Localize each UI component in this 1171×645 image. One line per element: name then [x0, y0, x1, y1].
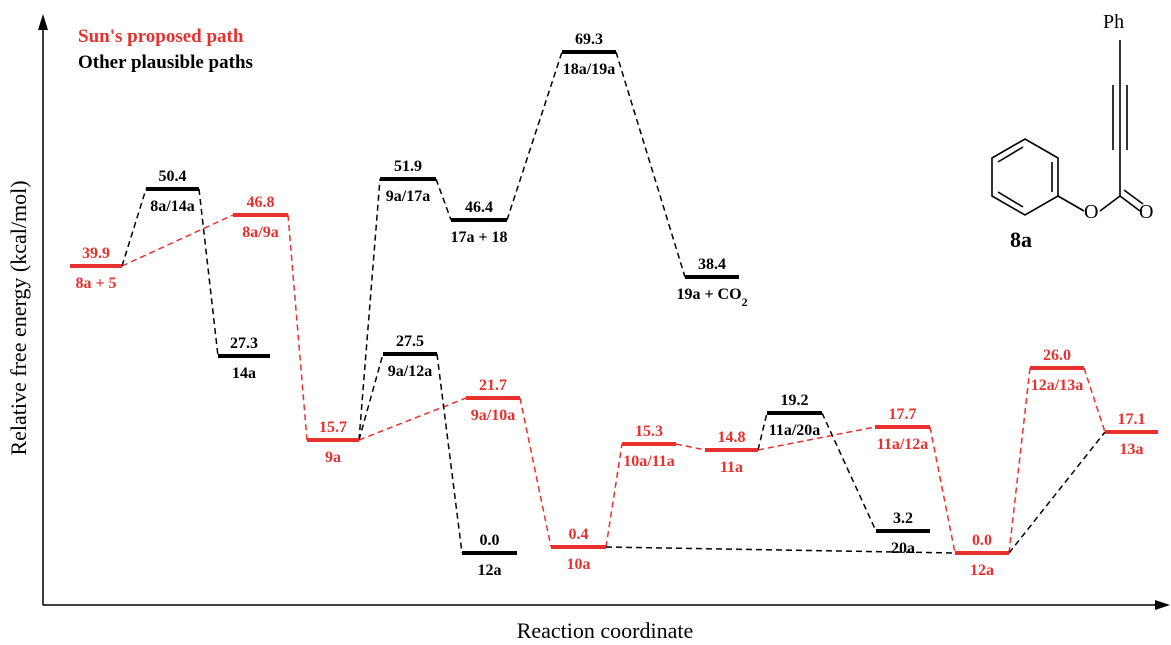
connector-10a-to-10a-11a — [605, 443, 623, 548]
energy-value-8a-9a: 46.8 — [247, 194, 275, 211]
species-label-8a-14a: 8a/14a — [150, 198, 194, 215]
species-label-8a-5: 8a + 5 — [75, 275, 116, 292]
species-label-11a: 11a — [720, 459, 743, 476]
connector-11a-20a-to-20a — [821, 412, 877, 532]
species-label-14a: 14a — [232, 365, 256, 382]
bond-o-carbonyl-c — [1099, 195, 1121, 212]
energy-value-9a-12a: 27.5 — [396, 333, 424, 350]
species-label-19a-co: 19a + CO2 — [676, 286, 747, 309]
energy-value-9a-10a: 21.7 — [479, 377, 507, 394]
species-label-18a-19a: 18a/19a — [563, 61, 615, 78]
carbonyl-bond-1 — [1119, 195, 1141, 212]
energy-value-12a: 0.0 — [972, 532, 992, 549]
energy-value-8a-14a: 50.4 — [159, 168, 187, 185]
connector-10a-to-12a — [605, 546, 956, 554]
energy-levels: 39.9 8a + 5 50.4 8a/14a 46.8 8a/9a 27.3 14a 15.7… — [70, 31, 1158, 579]
energy-value-14a: 27.3 — [230, 335, 258, 352]
connector-11a-to-11a-20a — [757, 412, 768, 451]
molecule-8a-label: 8a — [1010, 227, 1032, 252]
axes — [38, 14, 1170, 610]
energy-value-11a-20a: 19.2 — [781, 392, 809, 409]
species-subscript: 2 — [742, 295, 748, 309]
ph-group-label: Ph — [1103, 11, 1124, 33]
connector-10a-11a-to-11a — [675, 443, 706, 451]
y-axis-title: Relative free energy (kcal/mol) — [6, 180, 31, 455]
energy-value-10a: 0.4 — [569, 526, 589, 543]
ring-double-bond-3 — [997, 191, 1024, 208]
energy-value-12a: 0.0 — [480, 532, 500, 549]
species-label-9a-10a: 9a/10a — [471, 407, 515, 424]
legend-proposed-path: Sun's proposed path — [78, 26, 244, 47]
energy-value-20a: 3.2 — [893, 510, 913, 527]
species-label-9a-17a: 9a/17a — [386, 188, 430, 205]
energy-value-9a-17a: 51.9 — [394, 158, 422, 175]
connector-8a-9a-to-9a — [287, 214, 308, 441]
species-label-17a-18: 17a + 18 — [450, 229, 507, 246]
connector-12a-13a-to-13a — [1083, 367, 1106, 433]
x-axis-arrow — [1155, 600, 1170, 610]
phenyl-ring — [991, 138, 1059, 216]
connector-8a-5-to-8a-14a — [121, 188, 147, 267]
connector-17a-18-to-18a-19a — [506, 51, 563, 221]
ester-oxygen-label: O — [1084, 201, 1098, 223]
connector-9a-to-9a-12a — [358, 353, 384, 441]
species-label-8a-9a: 8a/9a — [242, 224, 278, 241]
species-label-9a: 9a — [325, 449, 341, 466]
connector-8a-14a-to-14a — [198, 188, 219, 357]
bond-ring-o — [1057, 195, 1085, 212]
connector-9a-12a-to-12a — [436, 353, 463, 554]
ring-double-bond-1 — [997, 146, 1024, 163]
species-label-13a: 13a — [1120, 441, 1144, 458]
energy-value-19a-co: 38.4 — [698, 256, 726, 273]
species-label-12a: 12a — [970, 562, 994, 579]
connector-9a-to-9a-17a — [358, 178, 381, 441]
energy-value-11a: 14.8 — [718, 429, 746, 446]
connector-9a-10a-to-10a — [519, 397, 552, 548]
connector-9a-to-9a-10a — [358, 397, 467, 441]
connector-lines — [121, 51, 1106, 554]
energy-value-18a-19a: 69.3 — [575, 31, 603, 48]
carbonyl-oxygen-label: O — [1139, 201, 1153, 223]
connector-8a-5-to-8a-9a — [121, 214, 234, 267]
species-label-11a-20a: 11a/20a — [769, 422, 821, 439]
energy-value-12a-13a: 26.0 — [1043, 347, 1071, 364]
energy-value-10a-11a: 15.3 — [635, 423, 663, 440]
species-label-20a: 20a — [891, 540, 915, 557]
species-label-10a-11a: 10a/11a — [623, 453, 675, 470]
carbonyl-bond-2 — [1123, 189, 1144, 205]
legend-other-paths: Other plausible paths — [78, 52, 253, 73]
species-label-10a: 10a — [567, 556, 591, 573]
species-label-11a-12a: 11a/12a — [877, 436, 929, 453]
energy-value-17a-18: 46.4 — [465, 199, 493, 216]
connector-12a-to-12a-13a — [1008, 367, 1031, 554]
species-label-12a-13a: 12a/13a — [1031, 377, 1083, 394]
connector-11a-12a-to-12a — [929, 426, 956, 554]
energy-value-11a-12a: 17.7 — [889, 406, 917, 423]
species-label-9a-12a: 9a/12a — [388, 363, 432, 380]
molecule-8a-structure — [991, 40, 1144, 216]
energy-value-13a: 17.1 — [1118, 411, 1146, 428]
connector-12a-to-13a — [1008, 431, 1106, 554]
energy-value-8a-5: 39.9 — [82, 245, 110, 262]
energy-value-9a: 15.7 — [319, 419, 347, 436]
species-label-12a: 12a — [478, 562, 502, 579]
connector-18a-19a-to-19a-CO — [615, 51, 686, 278]
connector-9a-17a-to-17a-18 — [435, 178, 452, 221]
y-axis-arrow — [38, 14, 48, 30]
x-axis-title: Reaction coordinate — [517, 618, 694, 643]
